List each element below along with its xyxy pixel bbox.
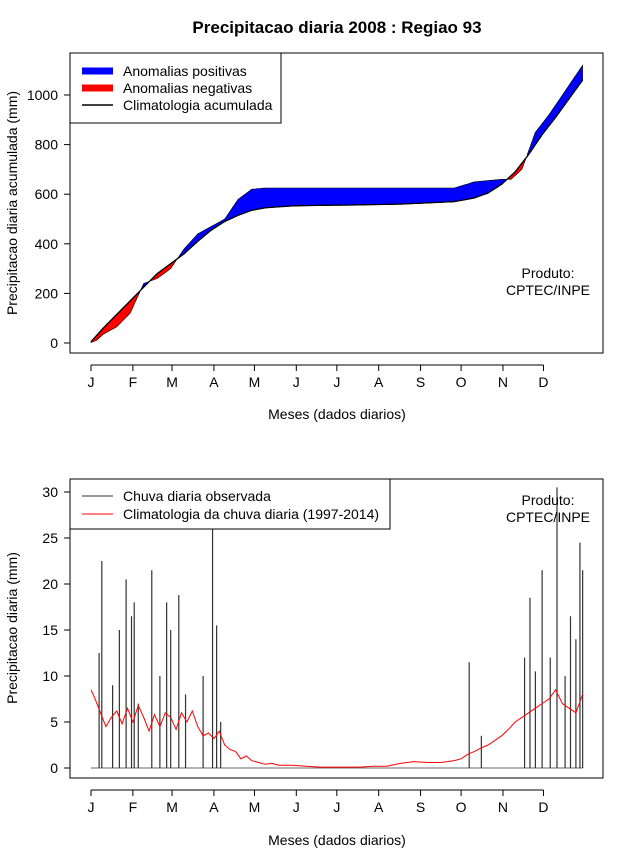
accumulated-y-tick-label: 1000 bbox=[27, 87, 58, 103]
accumulated-y-tick-label: 800 bbox=[35, 137, 59, 153]
positive-anomaly-area bbox=[526, 64, 583, 158]
accumulated-legend: Anomalias positivas Anomalias negativas … bbox=[69, 52, 282, 124]
figure-title: Precipitacao diaria 2008 : Regiao 93 bbox=[192, 18, 481, 37]
daily-x-tick-label: J bbox=[293, 799, 300, 815]
accumulated-x-tick-label: A bbox=[374, 374, 384, 390]
accumulated-x-tick-label: A bbox=[209, 374, 219, 390]
accumulated-y-tick-label: 400 bbox=[35, 236, 59, 252]
accumulated-x-tick-label: O bbox=[456, 374, 467, 390]
accumulated-x-tick-label: J bbox=[88, 374, 95, 390]
daily-x-tick-label: M bbox=[166, 799, 178, 815]
daily-x-tick-label: J bbox=[88, 799, 95, 815]
accumulated-x-tick-label: D bbox=[538, 374, 548, 390]
daily-y-tick-label: 15 bbox=[42, 622, 58, 638]
accumulated-x-tick-label: J bbox=[293, 374, 300, 390]
daily-legend-box bbox=[69, 478, 391, 530]
daily-x-tick-label: O bbox=[456, 799, 467, 815]
daily-chart: 0 5 10 15 20 25 30 J F M A M J J A S O N D Meses (dados di… bbox=[4, 478, 604, 848]
daily-x-tick-label: D bbox=[538, 799, 548, 815]
daily-y-tick-label: 20 bbox=[42, 576, 58, 592]
climatology-accumulated-line bbox=[90, 79, 584, 343]
daily-product-label: Produto: bbox=[522, 492, 575, 508]
accumulated-product-source: CPTEC/INPE bbox=[506, 282, 590, 298]
daily-y-tick-label: 10 bbox=[42, 668, 58, 684]
daily-x-tick-label: J bbox=[333, 799, 340, 815]
accumulated-x-tick-label: M bbox=[166, 374, 178, 390]
daily-x-tick-label: A bbox=[374, 799, 384, 815]
accumulated-x-axis-label: Meses (dados diarios) bbox=[268, 406, 406, 422]
accumulated-x-tick-label: J bbox=[333, 374, 340, 390]
daily-y-tick-label: 5 bbox=[50, 714, 58, 730]
daily-y-tick-label: 25 bbox=[42, 530, 58, 546]
daily-y-tick-label: 0 bbox=[50, 760, 58, 776]
legend-climatology-daily-label: Climatologia da chuva diaria (1997-2014) bbox=[123, 506, 379, 522]
positive-anomaly-area bbox=[177, 179, 508, 259]
accumulated-y-axis-label: Precipitacao diaria acumulada (mm) bbox=[4, 91, 20, 315]
legend-observed-label: Chuva diaria observada bbox=[123, 488, 271, 504]
daily-legend: Chuva diaria observada Climatologia da c… bbox=[69, 478, 391, 530]
accumulated-y-tick-label: 200 bbox=[35, 285, 59, 301]
legend-positive-anomaly-label: Anomalias positivas bbox=[123, 63, 247, 79]
daily-x-axis-label: Meses (dados diarios) bbox=[268, 832, 406, 848]
accumulated-y-tick-label: 600 bbox=[35, 186, 59, 202]
daily-y-axis-label: Precipitacao diaria (mm) bbox=[4, 552, 20, 704]
daily-x-tick-label: N bbox=[498, 799, 508, 815]
daily-product-source: CPTEC/INPE bbox=[506, 509, 590, 525]
daily-y-tick-label: 30 bbox=[42, 484, 58, 500]
daily-x-tick-label: S bbox=[416, 799, 425, 815]
daily-x-tick-label: M bbox=[249, 799, 261, 815]
legend-negative-anomaly-label: Anomalias negativas bbox=[123, 80, 252, 96]
accumulated-x-tick-label: M bbox=[249, 374, 261, 390]
accumulated-y-tick-label: 0 bbox=[50, 335, 58, 351]
legend-climatology-accum-label: Climatologia acumulada bbox=[123, 97, 273, 113]
accumulated-x-tick-label: S bbox=[416, 374, 425, 390]
daily-x-tick-label: F bbox=[129, 799, 138, 815]
accumulated-x-tick-label: N bbox=[498, 374, 508, 390]
accumulated-x-tick-label: F bbox=[129, 374, 138, 390]
daily-x-tick-label: A bbox=[209, 799, 219, 815]
accumulated-chart: 0 200 400 600 800 1000 J F M A M J J A S O N D Meses (dad… bbox=[4, 52, 604, 422]
accumulated-product-label: Produto: bbox=[522, 265, 575, 281]
climatology-daily-line bbox=[90, 688, 584, 768]
